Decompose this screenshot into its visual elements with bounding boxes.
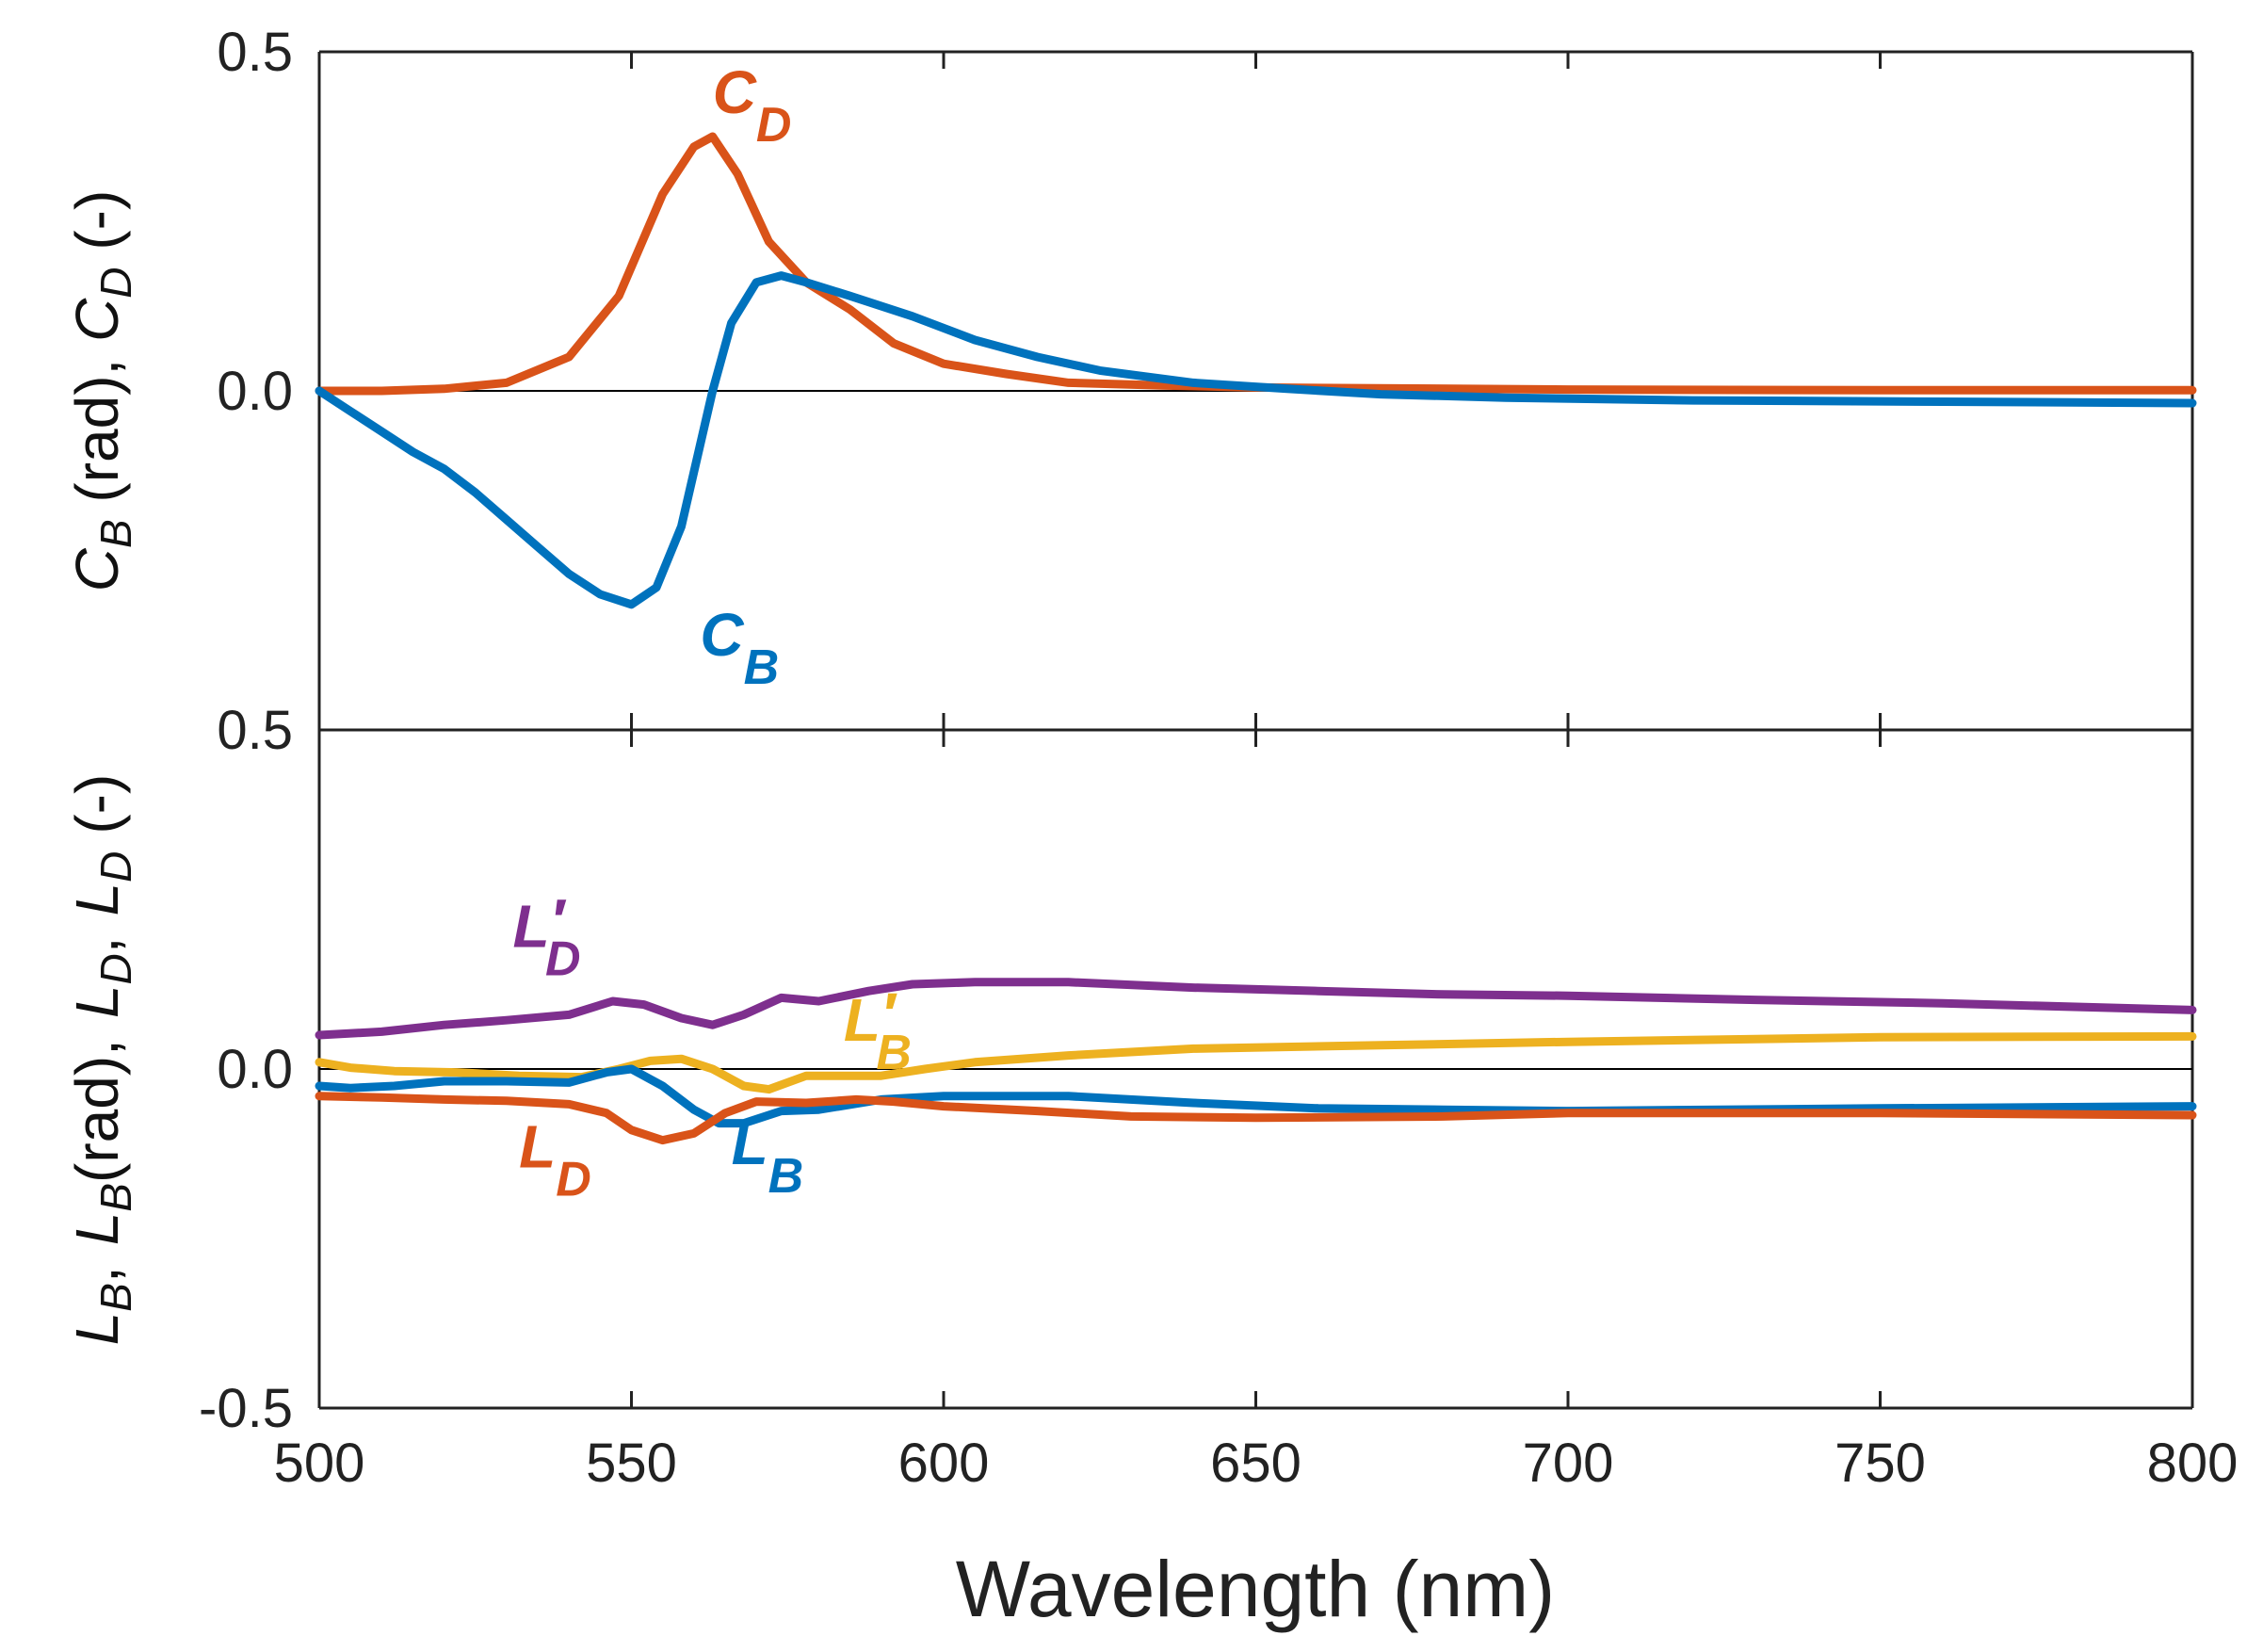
ylabel-lprime-d-sub: D (91, 851, 140, 883)
series-label-l-b: LB (732, 1109, 804, 1204)
panel1-y-tick-label: 0.0 (217, 361, 293, 422)
ylabel-lprime-b-sub: B (91, 1183, 140, 1212)
panel2-y-tick-label: -0.5 (199, 1378, 293, 1439)
ylabel-c-d-main: C (63, 298, 131, 342)
series-label-lprime--b: L′ B (844, 980, 912, 1080)
bottom-y-axis-title: LB,LB(rad),LD,LD(-) (63, 774, 140, 1346)
ylabel-c-mid: (rad), (63, 342, 131, 519)
x-tick-label: 500 (274, 1433, 365, 1494)
series-label-c-d: CD (713, 58, 792, 153)
ylabel-rad: (rad), (63, 1039, 131, 1183)
ylabel-c-b-main: C (63, 547, 131, 591)
ylabel-lprime-d-main: L (63, 883, 131, 916)
ylabel-lprime-b-main: L (63, 1212, 131, 1246)
series-labels: CD CB L′ D L′ B LB LD (513, 58, 912, 1207)
top-y-axis-title: CB (rad), CD (-) (63, 190, 140, 592)
panel2-y-tick-label: 0.5 (217, 700, 293, 761)
series-line-c-d (315, 132, 2197, 396)
x-tick-label: 750 (1835, 1433, 1926, 1494)
ylabel-c-d-sub: D (91, 267, 140, 298)
series-label-l-d: LD (519, 1112, 591, 1207)
ylabel-comma-1: , (63, 1266, 131, 1283)
x-tick-label: 700 (1523, 1433, 1614, 1494)
ylabel-c-end: (-) (63, 190, 131, 267)
series-line-c-b (315, 271, 2197, 609)
ylabel-l-b-main: L (63, 1312, 131, 1346)
data-curves (315, 132, 2197, 1145)
x-tick-label: 650 (1210, 1433, 1301, 1494)
series-line-l-b (315, 1064, 2197, 1128)
ylabel-c-b-sub: B (91, 519, 140, 548)
x-tick-label: 800 (2147, 1433, 2239, 1494)
panel1-y-tick-label: 0.5 (217, 22, 293, 83)
ylabel-l-b-sub: B (91, 1283, 140, 1312)
series-line-lprime--b (315, 1031, 2197, 1094)
series-line-l-d (315, 1092, 2197, 1145)
series-line-lprime--d (315, 978, 2197, 1040)
x-axis-title: Wavelength (nm) (956, 1545, 1555, 1633)
panel2-y-tick-label: 0.0 (217, 1039, 293, 1100)
ticks (630, 52, 1882, 1408)
x-tick-label: 600 (898, 1433, 990, 1494)
series-label-c-b: CB (700, 601, 779, 695)
ylabel-unit: (-) (63, 774, 131, 834)
x-tick-label: 550 (586, 1433, 677, 1494)
ylabel-comma-2: , (63, 936, 131, 953)
ylabel-l-d-sub: D (91, 953, 140, 984)
ylabel-l-d-main: L (63, 984, 131, 1018)
series-label-lprime--d: L′ D (513, 886, 581, 986)
